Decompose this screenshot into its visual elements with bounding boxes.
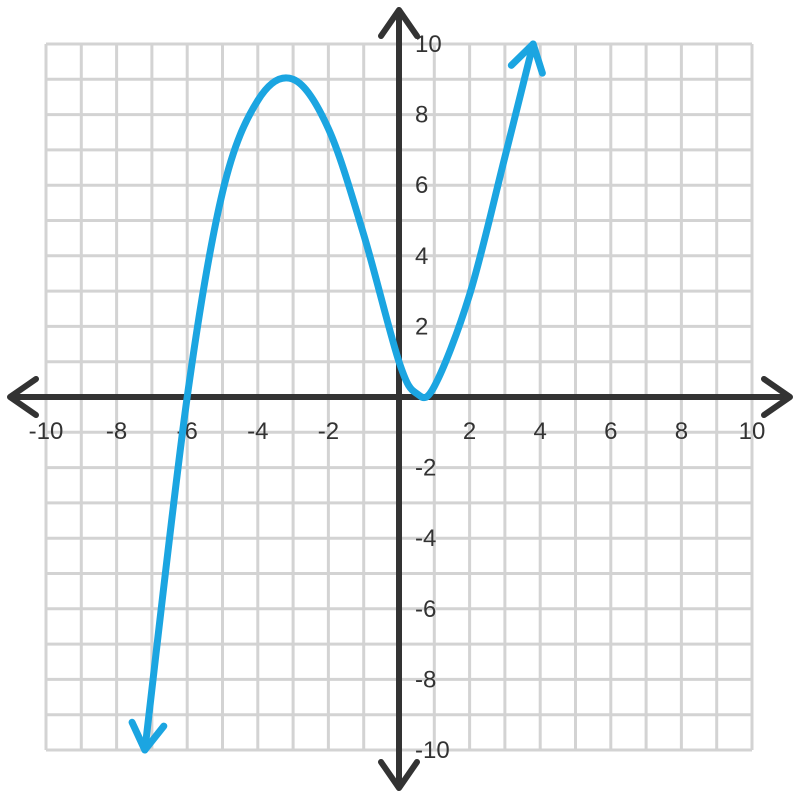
y-tick-label: -6: [415, 596, 436, 623]
x-axis-left-arrow: [7, 376, 39, 418]
x-tick-label: 8: [675, 418, 688, 445]
y-tick-label: -8: [415, 666, 436, 693]
x-axis-right-arrow: [761, 376, 793, 418]
x-tick-label: -2: [318, 418, 339, 445]
y-tick-label: -10: [415, 737, 450, 764]
y-tick-label: 10: [415, 31, 442, 58]
axes: [7, 7, 793, 791]
x-tick-label: 10: [739, 418, 766, 445]
y-tick-label: 8: [415, 102, 428, 129]
x-tick-label: 4: [534, 418, 547, 445]
y-tick-label: -2: [415, 455, 436, 482]
x-tick-label: -10: [29, 418, 64, 445]
curve-start-arrow: [128, 718, 168, 754]
curve-end-arrow: [507, 40, 546, 77]
x-tick-label: -4: [247, 418, 268, 445]
y-tick-label: -4: [415, 525, 436, 552]
x-tick-label: -8: [106, 418, 127, 445]
x-tick-label: 2: [463, 418, 476, 445]
y-tick-label: 2: [415, 313, 428, 340]
curve-line: [141, 40, 537, 754]
y-tick-label: 4: [415, 243, 428, 270]
y-axis-top-arrow: [378, 7, 420, 39]
y-tick-label: 6: [415, 172, 428, 199]
y-axis-bottom-arrow: [378, 759, 420, 791]
curve-series: [128, 40, 546, 754]
x-tick-label: 6: [604, 418, 617, 445]
